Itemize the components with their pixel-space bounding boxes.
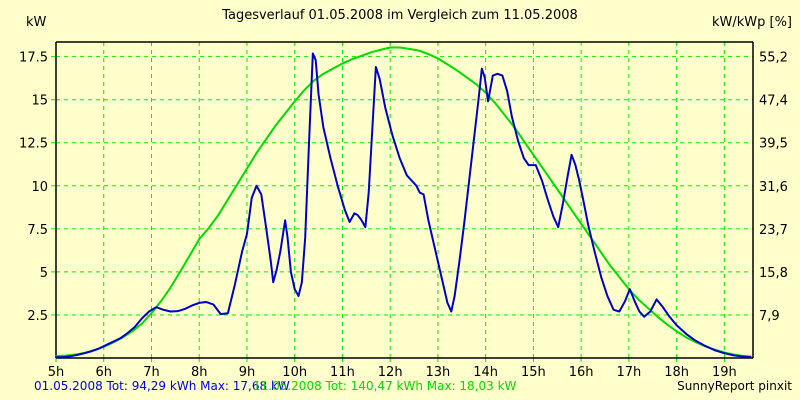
svg-text:7,9: 7,9 <box>759 309 780 324</box>
x-axis-tick-labels: 5h 6h 7h 8h 9h 10h 11h 12h 13h 14h 15h 16h 17h 18h 19h <box>48 358 737 380</box>
y-axis-right-tick-labels: 7,9 15,8 23,7 31,6 39,5 47,4 55,2 <box>759 51 788 324</box>
svg-text:6h: 6h <box>95 365 112 380</box>
legend-series-1: 01.05.2008 Tot: 94,29 kWh Max: 17,68 kW <box>34 379 290 393</box>
svg-text:5h: 5h <box>48 365 65 380</box>
svg-text:47,4: 47,4 <box>759 94 788 109</box>
svg-text:8h: 8h <box>191 365 208 380</box>
svg-text:16h: 16h <box>569 365 594 380</box>
svg-text:12.5: 12.5 <box>19 137 48 152</box>
svg-text:19h: 19h <box>712 365 737 380</box>
svg-text:55,2: 55,2 <box>759 51 788 66</box>
svg-text:7.5: 7.5 <box>27 223 48 238</box>
svg-text:18h: 18h <box>664 365 689 380</box>
svg-text:15: 15 <box>31 94 48 109</box>
svg-text:15h: 15h <box>521 365 546 380</box>
svg-text:31,6: 31,6 <box>759 180 788 195</box>
chart-title: Tagesverlauf 01.05.2008 im Vergleich zum… <box>222 8 578 23</box>
y-axis-left-unit-label: kW <box>26 15 47 30</box>
grid-lines <box>55 42 753 358</box>
svg-text:10h: 10h <box>282 365 307 380</box>
svg-text:5: 5 <box>40 266 48 281</box>
svg-text:14h: 14h <box>473 365 498 380</box>
svg-text:7h: 7h <box>143 365 160 380</box>
svg-text:11h: 11h <box>330 365 355 380</box>
data-series-lines <box>55 46 752 359</box>
svg-text:39,5: 39,5 <box>759 137 788 152</box>
svg-text:10: 10 <box>31 180 48 195</box>
svg-text:17h: 17h <box>616 365 641 380</box>
svg-text:2.5: 2.5 <box>27 309 48 324</box>
legend-series-2: 11.05.2008 Tot: 140,47 kWh Max: 18,03 kW <box>253 379 517 393</box>
svg-text:17.5: 17.5 <box>19 51 48 66</box>
svg-text:12h: 12h <box>378 365 403 380</box>
svg-text:9h: 9h <box>239 365 256 380</box>
y-axis-left-tick-labels: 2.5 5 7.5 10 12.5 15 17.5 <box>19 51 56 324</box>
svg-text:13h: 13h <box>426 365 451 380</box>
plot-frame <box>55 41 754 359</box>
y-axis-right-unit-label: kW/kWp [%] <box>711 15 792 30</box>
svg-text:23,7: 23,7 <box>759 223 788 238</box>
svg-text:15,8: 15,8 <box>759 266 788 281</box>
watermark-label: SunnyReport pinxit <box>677 379 792 393</box>
